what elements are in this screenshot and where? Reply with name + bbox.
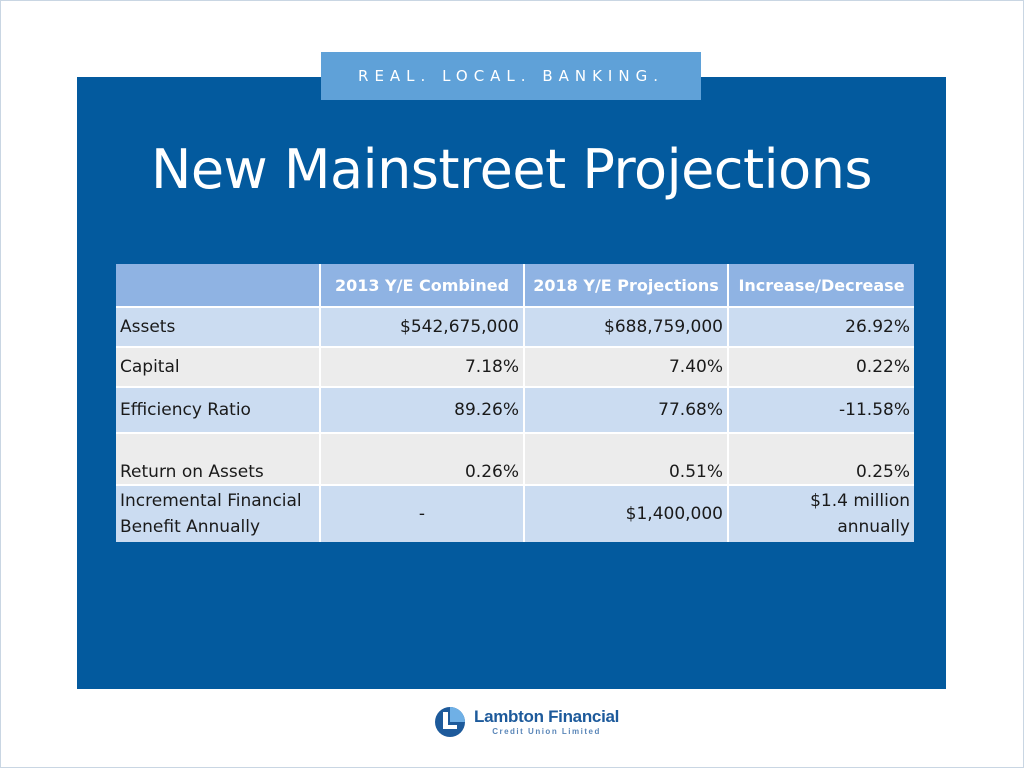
header-blank	[116, 264, 321, 307]
cell-change: 0.25%	[728, 432, 914, 485]
cell-2013: 0.26%	[320, 432, 525, 485]
table-row: Capital 7.18% 7.40% 0.22%	[116, 346, 914, 387]
cell-2018: 7.40%	[524, 346, 729, 387]
header-2013-combined: 2013 Y/E Combined	[320, 264, 525, 307]
row-label: Efficiency Ratio	[116, 386, 321, 433]
tagline-banner: REAL. LOCAL. BANKING.	[321, 52, 701, 100]
cell-2013: 7.18%	[320, 346, 525, 387]
cell-2013: -	[320, 484, 525, 542]
table-header-row: 2013 Y/E Combined 2018 Y/E Projections I…	[116, 264, 914, 307]
cell-2018: $1,400,000	[524, 484, 729, 542]
table-row: Return on Assets 0.26% 0.51% 0.25%	[116, 432, 914, 485]
header-2018-projections: 2018 Y/E Projections	[524, 264, 729, 307]
logo-name: Lambton Financial	[474, 706, 620, 726]
row-label: Capital	[116, 346, 321, 387]
cell-2013: $542,675,000	[320, 306, 525, 347]
cell-change: 26.92%	[728, 306, 914, 347]
row-label: Return on Assets	[116, 432, 321, 485]
cell-2018: 0.51%	[524, 432, 729, 485]
row-label: Assets	[116, 306, 321, 347]
table-row: Efficiency Ratio 89.26% 77.68% -11.58%	[116, 386, 914, 433]
table-row: Incremental Financial Benefit Annually -…	[116, 484, 914, 542]
cell-change: 0.22%	[728, 346, 914, 387]
cell-change: -11.58%	[728, 386, 914, 433]
cell-2018: $688,759,000	[524, 306, 729, 347]
row-label: Incremental Financial Benefit Annually	[116, 484, 321, 542]
table-row: Assets $542,675,000 $688,759,000 26.92%	[116, 306, 914, 347]
header-increase-decrease: Increase/Decrease	[728, 264, 914, 307]
lambton-logo-mark-icon	[435, 707, 465, 737]
logo-subtitle: Credit Union Limited	[492, 726, 601, 736]
company-logo: Lambton Financial Credit Union Limited	[434, 704, 619, 740]
cell-change: $1.4 million annually	[728, 484, 914, 542]
projections-table: 2013 Y/E Combined 2018 Y/E Projections I…	[116, 264, 914, 542]
slide-title: New Mainstreet Projections	[150, 138, 873, 201]
tagline-text: REAL. LOCAL. BANKING.	[358, 67, 664, 85]
cell-2013: 89.26%	[320, 386, 525, 433]
cell-2018: 77.68%	[524, 386, 729, 433]
